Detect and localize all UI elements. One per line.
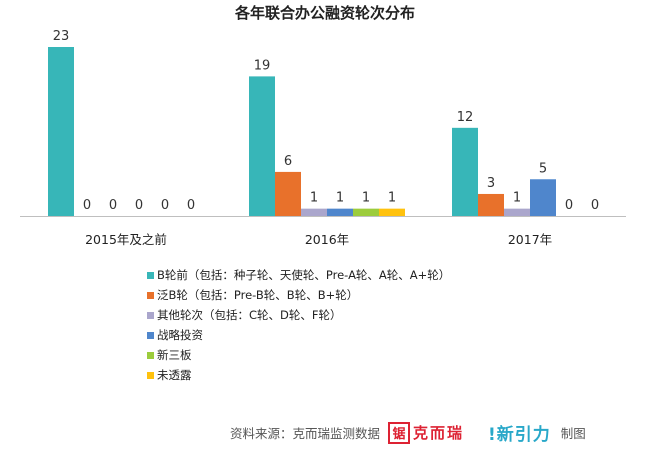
- data-label-1-0: 19: [254, 58, 271, 73]
- data-label-2-5: 0: [591, 198, 599, 213]
- bar-2-2: [504, 208, 530, 216]
- category-label-1: 2016年: [305, 232, 349, 247]
- legend-item-5: 未透露: [147, 365, 450, 385]
- legend-label: 未透露: [157, 368, 192, 382]
- data-label-1-4: 1: [362, 191, 370, 206]
- data-label-0-5: 0: [187, 198, 195, 213]
- legend-swatch: [147, 351, 154, 359]
- legend-item-2: 其他轮次（包括：C轮、D轮、F轮）: [147, 305, 450, 325]
- data-label-2-1: 3: [487, 176, 495, 191]
- bar-1-5: [379, 208, 405, 216]
- footer: 资料来源：克而瑞监测数据 锯 克而瑞 !新引力 制图: [230, 420, 586, 445]
- legend-swatch: [147, 331, 154, 339]
- bar-0-0: [48, 47, 74, 216]
- legend-item-0: B轮前（包括：种子轮、天使轮、Pre-A轮、A轮、A+轮）: [147, 265, 450, 285]
- data-label-0-4: 0: [161, 198, 169, 213]
- bar-2-1: [478, 193, 504, 216]
- kr-logo-icon: 锯: [388, 421, 411, 444]
- legend-item-4: 新三板: [147, 345, 450, 365]
- legend-item-1: 泛B轮（包括：Pre-B轮、B轮、B+轮）: [147, 285, 450, 305]
- chart-title: 各年联合办公融资轮次分布: [234, 4, 415, 22]
- data-label-0-2: 0: [109, 198, 117, 213]
- bar-1-4: [353, 208, 379, 216]
- category-label-2: 2017年: [508, 232, 552, 247]
- data-label-2-2: 1: [513, 191, 521, 206]
- bar-2-3: [530, 179, 556, 216]
- legend-swatch: [147, 311, 154, 319]
- legend-swatch: [147, 371, 154, 379]
- made-by-label: 制图: [560, 426, 586, 441]
- data-label-1-2: 1: [310, 191, 318, 206]
- legend-label: 新三板: [157, 348, 192, 362]
- bar-1-1: [275, 171, 301, 216]
- bar-1-2: [301, 208, 327, 216]
- xinyinli-logo: !新引力: [488, 425, 551, 445]
- legend-item-3: 战略投资: [147, 325, 450, 345]
- bar-1-3: [327, 208, 353, 216]
- data-label-0-0: 23: [53, 29, 70, 44]
- data-label-2-3: 5: [539, 161, 547, 176]
- legend-label: B轮前（包括：种子轮、天使轮、Pre-A轮、A轮、A+轮）: [157, 268, 451, 282]
- legend-label: 其他轮次（包括：C轮、D轮、F轮）: [157, 308, 342, 322]
- data-label-1-3: 1: [336, 191, 344, 206]
- data-label-0-3: 0: [135, 198, 143, 213]
- legend: B轮前（包括：种子轮、天使轮、Pre-A轮、A轮、A+轮） 泛B轮（包括：Pre-…: [147, 265, 450, 385]
- data-label-2-0: 12: [457, 110, 474, 125]
- bar-1-0: [249, 76, 275, 217]
- kr-logo-text: 克而瑞: [413, 424, 465, 442]
- data-label-2-4: 0: [565, 198, 573, 213]
- legend-swatch: [147, 271, 154, 279]
- category-label-0: 2015年及之前: [85, 232, 167, 247]
- legend-label: 泛B轮（包括：Pre-B轮、B轮、B+轮）: [157, 288, 359, 302]
- legend-label: 战略投资: [157, 328, 203, 342]
- data-label-0-1: 0: [83, 198, 91, 213]
- source-note: 资料来源：克而瑞监测数据: [230, 426, 381, 441]
- data-label-1-1: 6: [284, 154, 292, 169]
- legend-swatch: [147, 291, 154, 299]
- bar-2-0: [452, 127, 478, 216]
- data-label-1-5: 1: [388, 191, 396, 206]
